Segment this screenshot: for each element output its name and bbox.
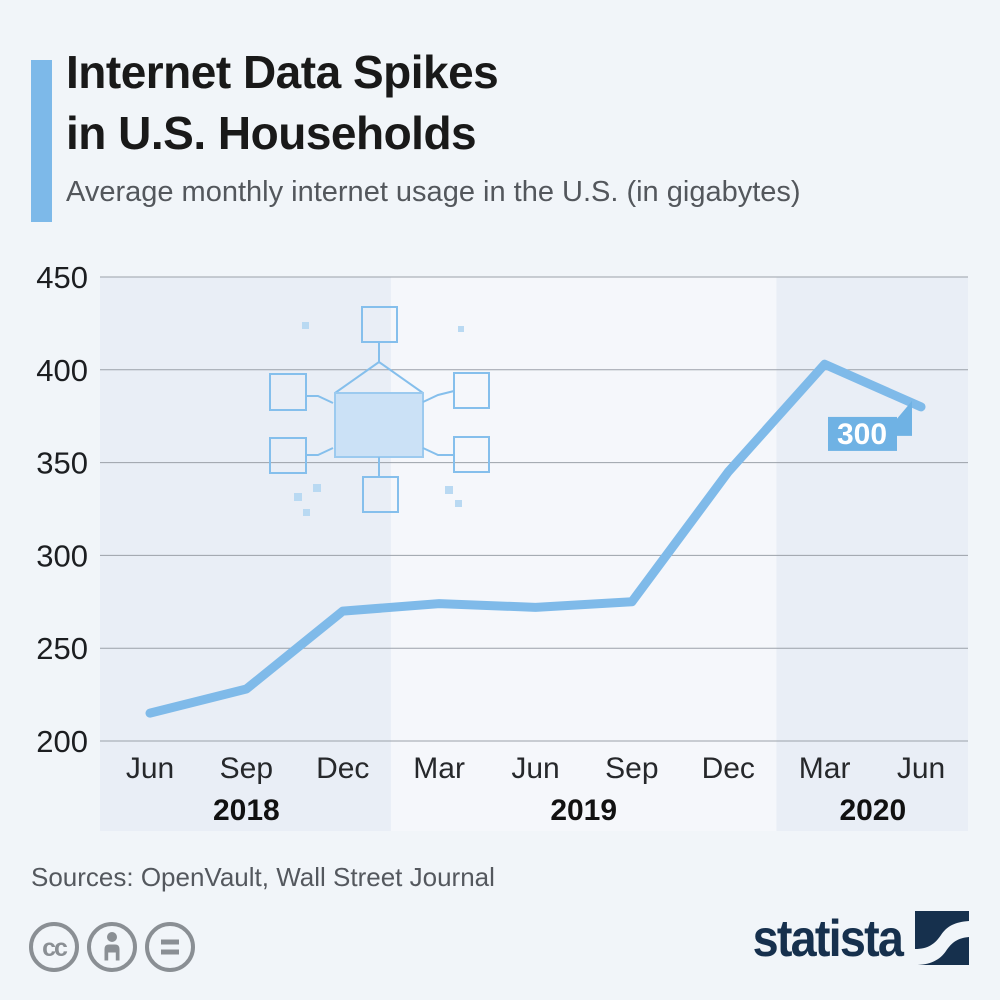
y-tick-label: 250 xyxy=(36,631,88,666)
end-label-value: 300 xyxy=(837,418,887,451)
y-tick-label: 200 xyxy=(36,724,88,759)
chart-subtitle: Average monthly internet usage in the U.… xyxy=(66,176,801,208)
year-band-2020 xyxy=(776,277,968,831)
watermark-dots xyxy=(294,322,464,516)
year-label-2020: 2020 xyxy=(839,794,906,827)
x-tick-label: Dec xyxy=(316,752,369,785)
network-watermark-icon xyxy=(269,306,490,516)
x-tick-label: Mar xyxy=(413,752,465,785)
title-accent-bar xyxy=(31,60,52,222)
end-label-flag xyxy=(896,400,912,436)
y-tick-label: 400 xyxy=(36,353,88,388)
x-tick-label: Mar xyxy=(799,752,851,785)
y-tick-label: 350 xyxy=(36,446,88,481)
y-tick-label: 300 xyxy=(36,538,88,573)
title-line-2: in U.S. Households xyxy=(66,107,477,159)
statista-logo[interactable]: statista xyxy=(736,911,969,965)
cc-icon[interactable]: cc xyxy=(29,922,79,972)
title-line-1: Internet Data Spikes xyxy=(66,46,499,98)
statista-logo-mark xyxy=(915,911,969,965)
year-label-2018: 2018 xyxy=(213,794,280,827)
equals-icon[interactable] xyxy=(145,922,195,972)
year-label-2019: 2019 xyxy=(550,794,617,827)
usage-data-line xyxy=(145,359,926,718)
attribution-icon[interactable] xyxy=(87,922,137,972)
x-tick-label: Sep xyxy=(605,752,658,785)
chart-area: 450 400 350 300 250 200 Jun Sep Dec Mar Jun Sep Dec M… xyxy=(0,250,1000,850)
header: Internet Data Spikes in U.S. Households … xyxy=(66,42,970,209)
svg-text:cc: cc xyxy=(42,934,68,962)
y-tick-label: 450 xyxy=(36,260,88,295)
x-tick-label: Jun xyxy=(126,752,174,785)
creative-commons-license[interactable]: cc xyxy=(28,919,200,975)
page-title: Internet Data Spikes in U.S. Households xyxy=(66,42,970,164)
year-band-2018 xyxy=(100,277,391,831)
usage-line-chart: 450 400 350 300 250 200 Jun Sep Dec Mar Jun Sep Dec M… xyxy=(36,260,968,831)
sources-text: Sources: OpenVault, Wall Street Journal xyxy=(31,862,495,892)
year-band-2019 xyxy=(390,277,777,831)
x-tick-label: Dec xyxy=(702,752,755,785)
x-tick-label: Jun xyxy=(897,752,945,785)
end-label-box xyxy=(828,416,897,451)
x-tick-label: Jun xyxy=(511,752,559,785)
statista-logo-text: statista xyxy=(752,910,904,968)
x-tick-label: Sep xyxy=(220,752,273,785)
